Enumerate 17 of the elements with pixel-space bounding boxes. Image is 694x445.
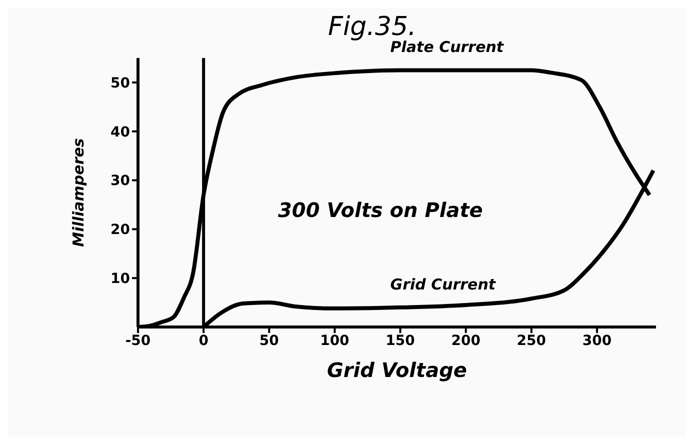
y-tick-label: 10 [110,271,130,288]
x-tick-label: 300 [582,332,612,349]
y-tick-label: 50 [110,75,130,92]
y-tick-label: 30 [110,173,130,190]
series-label: Grid Current [390,275,496,294]
y-axis-title: Milliamperes [69,138,88,247]
x-tick-label: -50 [125,332,151,349]
x-tick-label: 200 [451,332,481,349]
annotation: 300 Volts on Plate [278,198,483,222]
y-tick-label: 40 [110,124,130,140]
y-tick-label: 20 [110,222,130,238]
x-tick-label: 250 [516,332,546,349]
x-axis-title: Grid Voltage [327,358,467,382]
x-tick-label: 50 [259,332,280,349]
x-tick-label: 0 [198,332,209,349]
x-tick-label: 150 [386,332,416,349]
x-tick-label: 100 [320,332,350,349]
